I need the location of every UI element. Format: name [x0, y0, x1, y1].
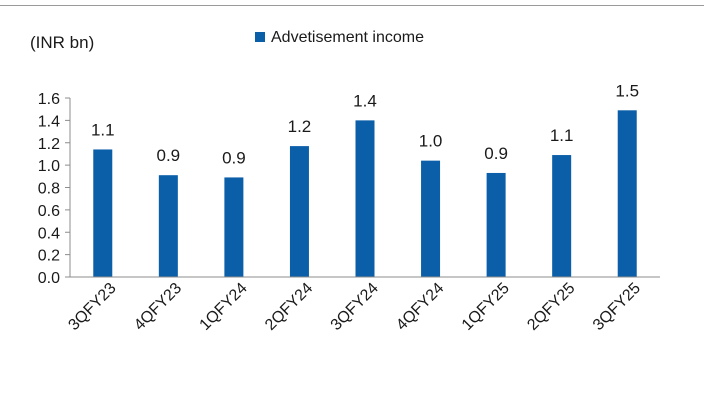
data-label: 1.1	[550, 126, 574, 145]
y-tick-label: 0.2	[38, 248, 60, 265]
data-label: 1.0	[419, 132, 443, 151]
data-label: 0.9	[222, 148, 246, 167]
x-axis: 3QFY23 4QFY23 1QFY24 2QFY24 3QFY24 4QFY24 1QFY…	[65, 276, 660, 334]
y-tick-label: 1.4	[38, 113, 60, 130]
x-tick-label: 2QFY25	[524, 280, 578, 334]
bars: 1.1 0.9 0.9 1.2 1.4 1.0 0.9 1.1 1.5	[91, 81, 639, 278]
bar	[224, 177, 244, 277]
x-tick-label: 1QFY24	[197, 280, 251, 334]
x-tick-label: 1QFY25	[459, 280, 513, 334]
bar	[289, 146, 309, 277]
x-tick-label: 3QFY23	[65, 280, 119, 334]
y-tick-label: 0.0	[38, 270, 60, 287]
x-tick-label: 2QFY24	[262, 280, 316, 334]
legend-swatch	[255, 32, 265, 42]
data-label: 1.2	[288, 117, 312, 136]
y-tick-label: 0.6	[38, 203, 60, 220]
x-tick-label: 3QFY25	[590, 280, 644, 334]
data-label: 0.9	[484, 144, 508, 163]
x-tick-label: 4QFY23	[131, 280, 185, 334]
bar	[158, 175, 178, 277]
legend-label: Advetisement income	[271, 29, 424, 46]
bar	[552, 155, 572, 277]
y-tick-label: 1.2	[38, 136, 60, 153]
bar	[617, 110, 637, 278]
x-tick-label: 3QFY24	[328, 280, 382, 334]
y-tick-label: 1.0	[38, 158, 60, 175]
unit-label: (INR bn)	[30, 33, 94, 52]
data-label: 1.1	[91, 120, 115, 139]
y-tick-label: 0.8	[38, 181, 60, 198]
bar	[421, 160, 441, 277]
y-axis: 0.0 0.2 0.4 0.6 0.8 1.0 1.2 1.4 1.6	[38, 91, 71, 287]
bar	[486, 172, 506, 277]
bar	[355, 120, 375, 277]
data-label: 1.5	[615, 81, 639, 100]
legend: Advetisement income	[255, 29, 424, 46]
data-label: 0.9	[157, 146, 181, 165]
data-label: 1.4	[353, 91, 377, 110]
y-tick-label: 1.6	[38, 91, 60, 108]
y-tick-label: 0.4	[38, 225, 60, 242]
bar	[93, 149, 113, 277]
top-divider	[0, 5, 704, 6]
x-tick-label: 4QFY24	[393, 280, 447, 334]
